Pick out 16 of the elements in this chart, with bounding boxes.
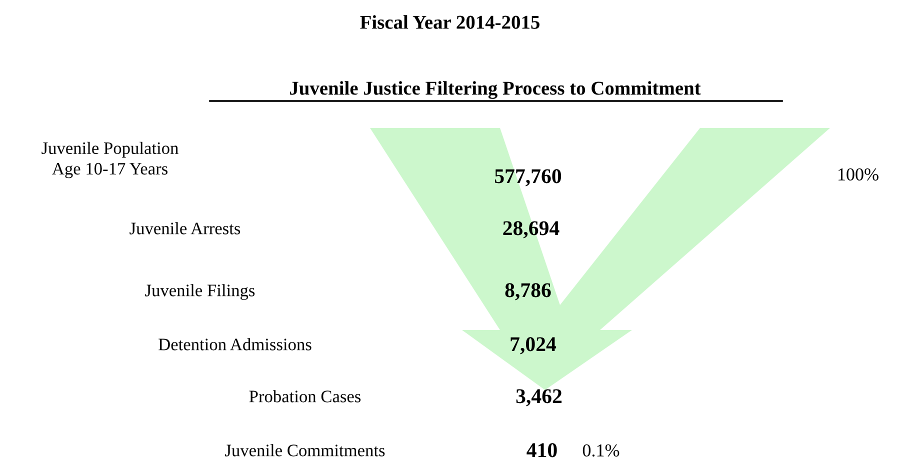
text: Fiscal Year 2014-2015 bbox=[360, 15, 540, 29]
text: 100% bbox=[838, 168, 878, 181]
text: 0.1% bbox=[582, 444, 620, 457]
data-label: 28,694 bbox=[503, 221, 560, 238]
data-label: 3,462 bbox=[516, 389, 562, 406]
category-label: Juvenile Arrests bbox=[130, 222, 240, 234]
data-label: 410 bbox=[526, 443, 557, 458]
data-label: 577,760 bbox=[494, 169, 562, 186]
category-label: Juvenile Population Age 10-17 Years bbox=[42, 142, 178, 178]
category-label: Detention Admissions bbox=[158, 338, 312, 350]
data-label: 7,024 bbox=[510, 337, 556, 354]
data-label: 8,786 bbox=[505, 283, 551, 300]
category-label: Juvenile Commitments bbox=[225, 444, 385, 456]
category-label: Probation Cases bbox=[249, 390, 361, 402]
text: Juvenile Justice Filtering Process to Commitment bbox=[290, 81, 701, 99]
category-label: Juvenile Filings bbox=[145, 284, 255, 300]
